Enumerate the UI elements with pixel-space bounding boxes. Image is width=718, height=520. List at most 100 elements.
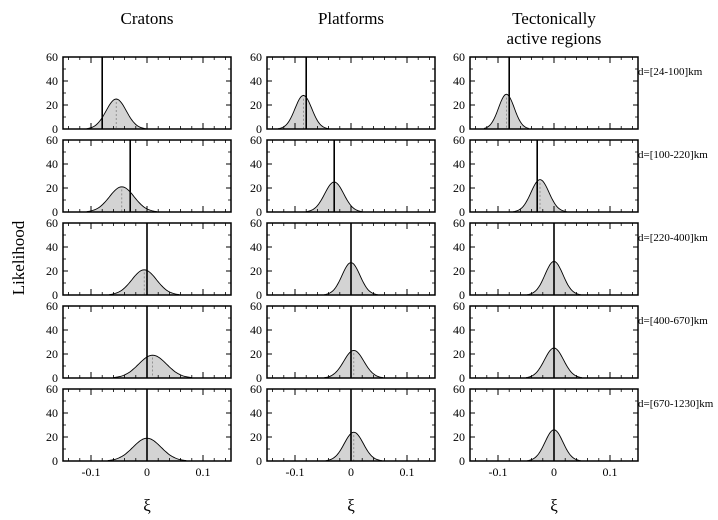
x-tick-label: -0.1 [82,465,101,479]
panel-frame [469,139,639,213]
y-tick-label: 60 [46,216,58,230]
distribution-curve [109,269,180,296]
panel: 0 20 40 60 [453,299,639,385]
y-tick-label: 60 [46,50,58,64]
y-tick-label: 40 [250,323,262,337]
y-tick-label: 0 [459,288,465,302]
y-tick-label: 40 [453,406,465,420]
panel: 0 20 40 60 -0.1 0 0.1 [453,382,639,479]
y-tick-label: 20 [453,181,465,195]
y-tick-label: 40 [250,74,262,88]
y-tick-label: 0 [52,122,58,136]
panel-grid: 0204060020406002040600204060020406002040… [46,50,639,479]
x-tick-label: -0.1 [286,465,305,479]
y-tick-label: 60 [250,216,262,230]
y-tick-label: 0 [52,371,58,385]
distribution-fill [109,269,180,295]
x-tick-label: -0.1 [489,465,508,479]
y-axis-label: Likelihood [9,220,28,295]
y-tick-label: 60 [46,299,58,313]
y-tick-label: 40 [250,157,262,171]
x-tick-label: 0.1 [603,465,618,479]
panel: 0 20 40 60 -0.1 0 0.1 [250,382,436,479]
y-tick-label: 20 [46,430,58,444]
y-tick-label: 60 [453,50,465,64]
y-tick-label: 60 [250,382,262,396]
x-tick-label: 0 [551,465,557,479]
y-tick-label: 0 [459,205,465,219]
y-tick-label: 0 [459,122,465,136]
y-tick-label: 60 [453,216,465,230]
y-tick-label: 20 [453,264,465,278]
x-tick-label: 0.1 [400,465,415,479]
y-tick-label: 0 [256,371,262,385]
column-titles: Cratons Platforms Tectonically active regio… [121,9,602,48]
row-depth-label: d=[400-670]km [638,315,708,327]
y-tick-label: 20 [250,347,262,361]
y-tick-label: 0 [256,205,262,219]
row-depth-label: d=[670-1230]km [638,398,714,410]
x-axis-label: ξ [143,496,151,515]
y-tick-label: 40 [250,240,262,254]
panel: 0 20 40 60 [46,50,232,136]
distribution-fill [325,432,382,461]
row-depth-label: d=[100-220]km [638,149,708,161]
y-tick-label: 20 [250,430,262,444]
y-tick-label: 20 [250,181,262,195]
panel: 0 20 40 60 [46,133,232,219]
y-tick-label: 0 [256,288,262,302]
x-tick-label: 0 [144,465,150,479]
y-tick-label: 20 [46,264,58,278]
panel: 0 20 40 60 [46,216,232,302]
row-depth-label: d=[24-100]km [638,66,703,78]
distribution-curve [513,179,567,213]
y-tick-label: 40 [46,157,58,171]
y-tick-label: 40 [453,157,465,171]
y-tick-label: 0 [459,371,465,385]
panel-frame [62,56,232,130]
y-tick-label: 60 [453,382,465,396]
y-tick-label: 20 [250,264,262,278]
x-tick-label: 0 [348,465,354,479]
y-tick-label: 0 [52,288,58,302]
column-title: Tectonically active regions [507,9,602,48]
y-tick-label: 60 [250,50,262,64]
y-tick-label: 60 [250,133,262,147]
y-tick-label: 40 [453,323,465,337]
panel: 0 20 40 60 [250,216,436,302]
distribution-curve [86,186,157,213]
y-tick-label: 20 [453,98,465,112]
y-tick-label: 60 [453,133,465,147]
y-tick-label: 20 [250,98,262,112]
panel-frame [266,139,436,213]
y-tick-label: 40 [250,406,262,420]
y-tick-label: 60 [46,382,58,396]
y-tick-label: 40 [453,74,465,88]
y-tick-label: 60 [453,299,465,313]
column-title: Cratons [121,9,174,28]
x-axis-label: ξ [347,496,355,515]
distribution-curve [113,354,192,378]
x-tick-label: 0.1 [196,465,211,479]
y-tick-label: 0 [256,454,262,468]
distribution-fill [324,350,384,378]
y-tick-label: 20 [46,98,58,112]
y-tick-label: 0 [52,205,58,219]
panel: 0 20 40 60 [46,299,232,385]
row-depth-label: d=[220-400]km [638,232,708,244]
panel-frame [62,139,232,213]
y-tick-label: 40 [453,240,465,254]
y-tick-label: 60 [250,299,262,313]
distribution-curve [324,349,384,379]
y-tick-label: 60 [46,133,58,147]
x-axis-label: ξ [550,496,558,515]
panel: 0 20 40 60 [250,133,436,219]
y-tick-label: 0 [256,122,262,136]
panel: 0 20 40 60 [453,216,639,302]
distribution-curve [325,431,382,462]
y-tick-label: 20 [46,347,58,361]
y-tick-label: 40 [46,74,58,88]
distribution-curve [86,98,146,130]
